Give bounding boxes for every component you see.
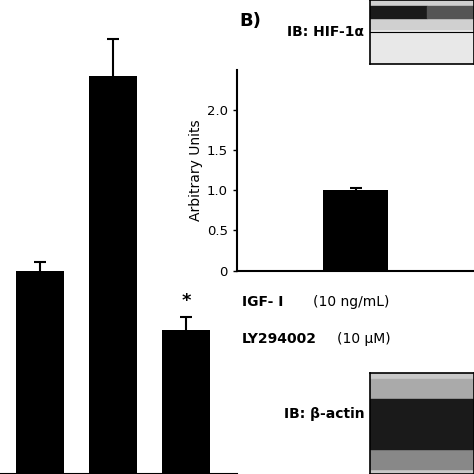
Bar bbox=[323, 190, 388, 271]
Bar bbox=[370, 6, 427, 18]
Bar bbox=[162, 330, 210, 474]
Text: (10 ng/mL): (10 ng/mL) bbox=[313, 295, 389, 309]
Bar bbox=[370, 379, 474, 399]
Bar bbox=[17, 271, 64, 474]
Bar bbox=[89, 76, 137, 474]
Bar bbox=[427, 6, 474, 18]
Y-axis label: Arbitrary Units: Arbitrary Units bbox=[189, 119, 203, 221]
Text: (10 μM): (10 μM) bbox=[337, 331, 390, 346]
Bar bbox=[370, 399, 474, 449]
Text: IB: HIF-1α: IB: HIF-1α bbox=[287, 25, 364, 39]
Text: *: * bbox=[181, 292, 191, 310]
Text: B): B) bbox=[239, 12, 261, 30]
Text: IB: β-actin: IB: β-actin bbox=[283, 407, 364, 421]
Bar bbox=[370, 0, 474, 29]
Text: LY294002: LY294002 bbox=[242, 331, 317, 346]
Bar bbox=[370, 449, 474, 469]
Text: IGF- I: IGF- I bbox=[242, 295, 283, 309]
